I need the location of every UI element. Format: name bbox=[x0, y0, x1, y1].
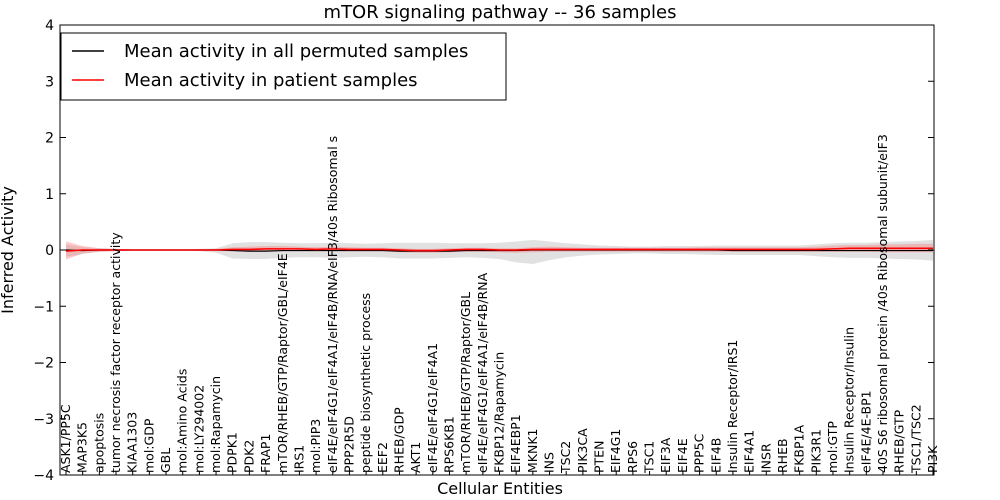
legend: Mean activity in all permuted samples Mea… bbox=[60, 32, 507, 101]
x-tick-label: mol:LY294002 bbox=[191, 385, 206, 473]
y-tick-label: 2 bbox=[45, 131, 54, 147]
x-tick-label: 40S S6 ribosomal protein /40s Ribosomal … bbox=[875, 134, 890, 473]
x-axis-label: Cellular Entities bbox=[437, 479, 563, 498]
x-axis-ticks: ASK1/PP5C MAP3K5 apoptosis tumor necrosis f… bbox=[58, 134, 940, 475]
x-tick-label: peptide biosynthetic process bbox=[358, 293, 373, 473]
legend-box bbox=[60, 32, 507, 101]
x-tick-label: PPP5C bbox=[692, 433, 707, 473]
x-tick-label: RHEB/GTP bbox=[892, 409, 907, 473]
x-tick-label: Insulin Receptor/Insulin bbox=[842, 327, 857, 473]
x-tick-label: PIK3R1 bbox=[808, 429, 823, 473]
x-tick-label: MKNK1 bbox=[525, 429, 540, 473]
x-tick-label: EIF4G1 bbox=[608, 429, 623, 473]
x-tick-label: Insulin Receptor/IRS1 bbox=[725, 340, 740, 473]
x-tick-label: mol:PIP3 bbox=[308, 419, 323, 473]
confidence-bands bbox=[66, 239, 933, 265]
x-tick-label: FKBP12/Rapamycin bbox=[492, 352, 507, 473]
line-patient bbox=[65, 247, 933, 252]
x-tick-label: MAP3K5 bbox=[75, 422, 90, 473]
y-tick-label: −3 bbox=[33, 412, 54, 428]
x-tick-label: tumor necrosis factor receptor activity bbox=[108, 232, 123, 473]
x-tick-label: ASK1/PP5C bbox=[58, 404, 73, 473]
legend-label: Mean activity in all permuted samples bbox=[124, 41, 468, 62]
x-tick-label: mTOR/RHEB/GTP/Raptor/GBL bbox=[458, 292, 473, 473]
x-tick-label: EIF4A1 bbox=[742, 430, 757, 473]
x-tick-label: GBL bbox=[158, 448, 173, 473]
x-tick-label: PPP2R5D bbox=[341, 416, 356, 473]
series-lines bbox=[65, 247, 933, 252]
x-tick-label: KIAA1303 bbox=[125, 412, 140, 473]
x-tick-label: mTOR/RHEB/GTP/Raptor/GBL/eIF4E bbox=[275, 253, 290, 473]
x-tick-label: IRS1 bbox=[291, 445, 306, 473]
x-tick-label: INS bbox=[542, 452, 557, 473]
x-tick-label: eIF4E/eIF4G1/eIF4A1 bbox=[425, 343, 440, 473]
x-tick-label: eIF4E/4E-BP1 bbox=[858, 390, 873, 473]
x-tick-label: apoptosis bbox=[91, 413, 106, 473]
x-tick-label: mol:GTP bbox=[825, 421, 840, 473]
x-tick-label: EIF4E bbox=[675, 438, 690, 473]
x-tick-label: FKBP1A bbox=[792, 425, 807, 473]
y-tick-label: 3 bbox=[45, 74, 54, 90]
x-tick-label: AKT1 bbox=[408, 442, 423, 473]
y-tick-label: −2 bbox=[33, 356, 54, 372]
x-tick-label: eIF4E/eIF4G1/eIF4A1/eIF4B/RNA/eIF3/40s R… bbox=[325, 136, 340, 473]
y-axis-label: Inferred Activity bbox=[0, 186, 17, 314]
y-tick-label: 1 bbox=[45, 187, 54, 203]
band-permuted bbox=[66, 239, 933, 265]
x-tick-label: mol:Rapamycin bbox=[208, 376, 223, 473]
x-tick-label: RHEB/GDP bbox=[391, 407, 406, 473]
x-tick-label: FRAP1 bbox=[258, 434, 273, 473]
chart-title: mTOR signaling pathway -- 36 samples bbox=[324, 2, 677, 23]
x-tick-label: EIF4EBP1 bbox=[508, 414, 523, 473]
x-tick-label: RPS6 bbox=[625, 441, 640, 473]
y-tick-label: −4 bbox=[33, 468, 54, 484]
x-tick-label: mol:GDP bbox=[141, 418, 156, 473]
x-tick-label: EIF3A bbox=[658, 437, 673, 473]
x-tick-label: TSC1/TSC2 bbox=[908, 404, 923, 474]
x-tick-label: PDK2 bbox=[241, 440, 256, 473]
y-tick-label: 0 bbox=[45, 243, 54, 259]
x-tick-label: EIF4B bbox=[708, 438, 723, 473]
x-tick-label: PI3K bbox=[925, 445, 940, 473]
y-tick-label: −1 bbox=[33, 299, 54, 315]
x-tick-label: RHEB bbox=[775, 438, 790, 473]
x-tick-label: PTEN bbox=[592, 441, 607, 473]
plot-frame bbox=[59, 24, 935, 476]
x-tick-label: TSC1 bbox=[642, 441, 657, 474]
y-axis-ticks: −4 −3 −2 −1 0 1 2 3 4 bbox=[33, 18, 934, 484]
x-tick-label: mol:Amino Acids bbox=[175, 369, 190, 473]
x-tick-label: TSC2 bbox=[558, 441, 573, 474]
x-tick-label: PIK3CA bbox=[575, 428, 590, 473]
x-tick-label: INSR bbox=[758, 443, 773, 473]
x-tick-label: RPS6KB1 bbox=[441, 416, 456, 473]
y-tick-label: 4 bbox=[45, 18, 54, 34]
legend-label: Mean activity in patient samples bbox=[124, 70, 418, 91]
x-tick-label: EEF2 bbox=[375, 442, 390, 473]
x-tick-label: PDPK1 bbox=[225, 432, 240, 473]
x-tick-label: eIF4E/eIF4G1/eIF4A1/eIF4B/RNA bbox=[475, 272, 490, 473]
